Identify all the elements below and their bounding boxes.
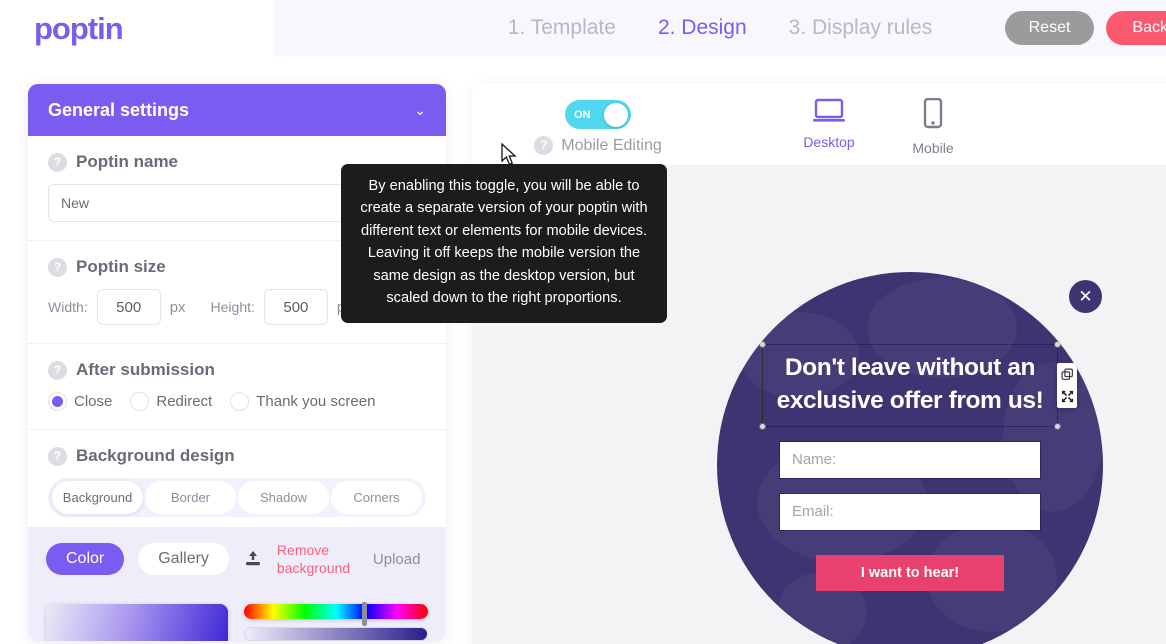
height-label: Height: (210, 299, 255, 315)
email-field[interactable]: Email: (779, 492, 1041, 531)
decorative-blob (739, 312, 859, 398)
top-header: poptin 1. Template 2. Design 3. Display … (0, 0, 1166, 56)
upload-icon[interactable] (243, 549, 263, 569)
background-source-bar: Color Gallery Remove background Upload (28, 527, 446, 592)
device-preview-tabs: Desktop Mobile (802, 97, 960, 156)
radio-redirect[interactable]: Redirect (130, 392, 212, 411)
toggle-state-label: ON (574, 108, 591, 121)
radio-label: Close (74, 393, 113, 410)
back-button[interactable]: Back (1106, 11, 1166, 45)
panel-title: General settings (48, 99, 190, 120)
radio-label: Thank you screen (256, 393, 376, 410)
decorative-blob (1003, 362, 1103, 512)
height-input[interactable] (263, 289, 328, 325)
resize-handle-bottom-right[interactable] (1054, 422, 1061, 430)
popup-close-button[interactable]: ✕ (1069, 280, 1102, 313)
resize-handle-top-left[interactable] (759, 341, 766, 348)
tab-background[interactable]: Background (52, 481, 143, 514)
help-icon[interactable]: ? (48, 152, 67, 172)
help-icon[interactable]: ? (48, 446, 67, 466)
radio-indicator[interactable] (130, 392, 150, 411)
section-title: After submission (76, 360, 215, 379)
section-title: Poptin name (76, 152, 179, 171)
section-title: Poptin size (76, 257, 166, 276)
mobile-editing-label-row: ? Mobile Editing (528, 136, 668, 155)
device-tab-label: Mobile (912, 140, 954, 156)
element-toolbar (1057, 363, 1077, 408)
device-tab-mobile[interactable]: Mobile (906, 97, 960, 156)
radio-close[interactable]: Close (48, 392, 112, 411)
mobile-editing-tooltip: By enabling this toggle, you will be abl… (341, 164, 667, 323)
mobile-icon (923, 97, 943, 129)
name-field[interactable]: Name: (779, 440, 1041, 479)
color-pill-button[interactable]: Color (46, 543, 125, 576)
resize-handle-bottom-left[interactable] (759, 422, 766, 430)
toggle-knob[interactable] (604, 102, 628, 127)
help-icon[interactable]: ? (534, 136, 554, 155)
upload-link[interactable]: Upload (372, 550, 421, 568)
color-picker-row (28, 591, 446, 641)
decorative-blob (867, 278, 1017, 378)
width-unit: px (169, 298, 186, 316)
help-icon[interactable]: ? (48, 257, 67, 277)
help-icon[interactable]: ? (48, 360, 67, 380)
device-tab-desktop[interactable]: Desktop (802, 98, 856, 156)
remove-background-link[interactable]: Remove background (276, 542, 351, 577)
nav-step-display-rules[interactable]: 3. Display rules (788, 16, 933, 39)
device-tab-label: Desktop (803, 134, 855, 150)
design-canvas: ON ? Mobile Editing Desktop (472, 84, 1166, 644)
size-row: Width: px Height: px (48, 289, 426, 325)
mouse-cursor (501, 142, 518, 172)
radio-thank-you-screen[interactable]: Thank you screen (230, 392, 375, 411)
mobile-editing-group: ON ? Mobile Editing (528, 100, 668, 155)
reset-button[interactable]: Reset (1004, 11, 1095, 45)
hue-alpha-column (244, 601, 428, 641)
nav-step-template[interactable]: 1. Template (507, 16, 616, 39)
background-design-tabs: Background Border Shadow Corners (48, 478, 426, 517)
alpha-slider[interactable] (244, 626, 428, 641)
after-submission-radios: Close Redirect Thank you screen (48, 392, 426, 411)
width-input[interactable] (96, 289, 161, 325)
gallery-pill-button[interactable]: Gallery (138, 543, 229, 576)
tab-shadow[interactable]: Shadow (238, 481, 329, 514)
radio-indicator[interactable] (230, 392, 250, 411)
section-poptin-size: ? Poptin size Width: px Height: px (28, 241, 446, 344)
radio-label: Redirect (156, 393, 213, 410)
section-background-design: ? Background design Background Border Sh… (28, 430, 446, 527)
popup-headline-text: Don't leave without an exclusive offer f… (776, 354, 1044, 415)
desktop-icon (813, 98, 845, 122)
popup-preview[interactable]: Don't leave without an exclusive offer f… (717, 272, 1103, 644)
resize-handle-top-right[interactable] (1054, 341, 1061, 348)
general-settings-header[interactable]: General settings ⌄ (28, 84, 446, 136)
duplicate-icon[interactable] (1061, 368, 1074, 381)
poptin-logo[interactable]: poptin (34, 10, 124, 46)
selected-element-headline[interactable]: Don't leave without an exclusive offer f… (759, 341, 1077, 430)
popup-content: Don't leave without an exclusive offer f… (717, 272, 1103, 644)
logo-zone: poptin (0, 0, 274, 56)
mobile-editing-label: Mobile Editing (561, 136, 662, 154)
canvas-toolbar: ON ? Mobile Editing Desktop (472, 84, 1166, 166)
hue-slider[interactable] (244, 601, 428, 626)
tab-corners[interactable]: Corners (331, 481, 422, 514)
section-after-submission: ? After submission Close Redirect Thank … (28, 344, 446, 430)
chevron-down-icon[interactable]: ⌄ (414, 102, 426, 118)
move-icon[interactable] (1061, 390, 1074, 403)
cta-button[interactable]: I want to hear! (816, 554, 1004, 591)
poptin-name-label-row: ? Poptin name (48, 152, 426, 172)
header-actions: Reset Back (1004, 11, 1166, 45)
width-label: Width: (48, 299, 88, 315)
radio-indicator[interactable] (48, 392, 67, 411)
after-submission-label-row: ? After submission (48, 360, 426, 380)
saturation-value-area[interactable] (46, 603, 228, 641)
background-design-label-row: ? Background design (48, 446, 426, 466)
poptin-size-label-row: ? Poptin size (48, 257, 426, 277)
nav-step-design[interactable]: 2. Design (657, 16, 747, 39)
hue-slider-handle[interactable] (362, 601, 367, 626)
tab-border[interactable]: Border (145, 481, 236, 514)
mobile-editing-toggle[interactable]: ON (565, 100, 631, 129)
section-title: Background design (76, 446, 235, 465)
